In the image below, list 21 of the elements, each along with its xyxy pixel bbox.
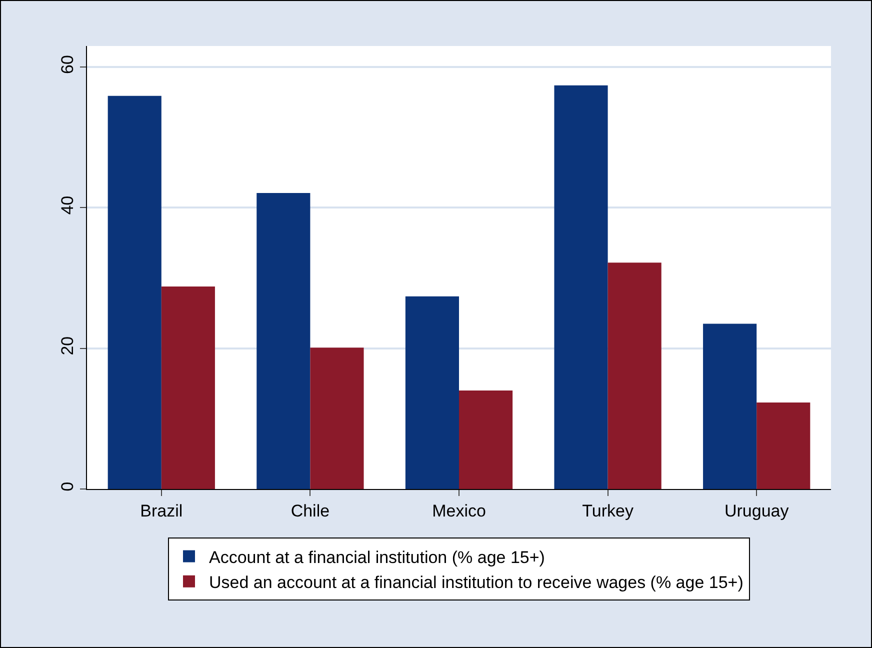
bar xyxy=(161,286,215,489)
x-tick-label: Turkey xyxy=(582,501,634,520)
bar xyxy=(703,324,757,489)
bar xyxy=(554,85,608,489)
bar xyxy=(405,296,459,489)
x-tick-label: Mexico xyxy=(432,501,486,520)
legend-label: Account at a financial institution (% age 15+) xyxy=(209,548,545,567)
bar xyxy=(310,348,364,489)
x-tick-label: Uruguay xyxy=(724,501,790,520)
y-tick-label: 0 xyxy=(58,482,78,492)
x-tick-label: Chile xyxy=(290,501,330,520)
bar xyxy=(108,96,162,489)
bar xyxy=(459,390,513,489)
x-tick-label: Brazil xyxy=(140,501,183,520)
y-tick-label: 60 xyxy=(58,55,78,74)
bar xyxy=(756,402,810,489)
bar xyxy=(256,192,310,489)
y-tick-label: 40 xyxy=(58,196,78,215)
legend-label: Used an account at a financial institution to receive wages (% age 15+) xyxy=(209,573,744,592)
bar xyxy=(608,262,662,489)
y-tick-label: 20 xyxy=(58,336,78,356)
